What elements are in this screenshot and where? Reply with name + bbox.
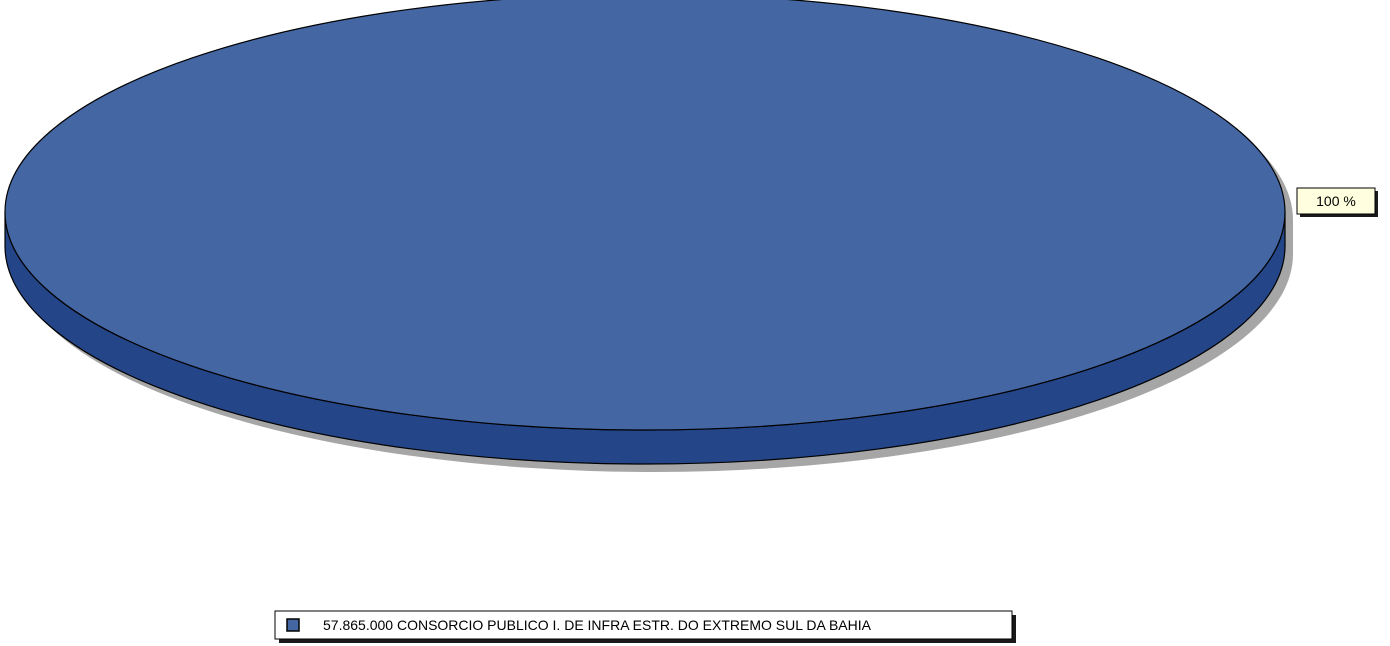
legend-swatch-0 <box>286 618 300 632</box>
pie-slice-0 <box>4 0 1286 465</box>
data-label-0: 100 % <box>1316 193 1356 209</box>
data-label-box <box>1296 187 1376 215</box>
legend-box <box>274 610 1013 640</box>
legend-entry-0: 57.865.000 CONSORCIO PUBLICO I. DE INFRA… <box>323 617 872 633</box>
pie-slice-top <box>4 0 1286 431</box>
